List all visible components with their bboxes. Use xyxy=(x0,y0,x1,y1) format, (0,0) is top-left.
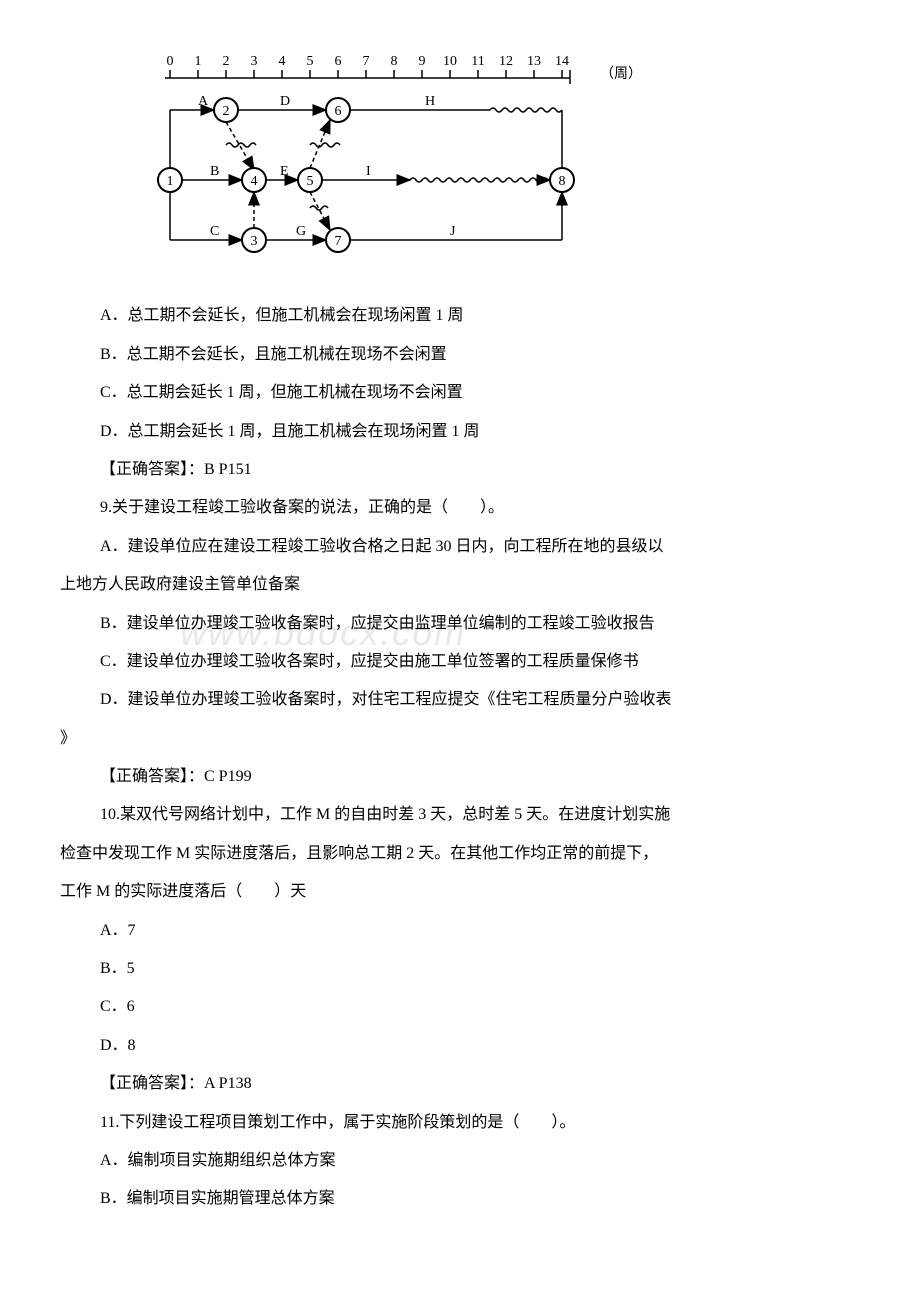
svg-text:3: 3 xyxy=(251,234,258,249)
svg-text:8: 8 xyxy=(391,54,398,69)
q8-option-a: A．总工期不会延长，但施工机械会在现场闲置 1 周 xyxy=(100,301,860,331)
svg-text:2: 2 xyxy=(223,104,230,119)
svg-text:B: B xyxy=(210,164,219,179)
svg-text:11: 11 xyxy=(471,54,484,69)
svg-text:D: D xyxy=(280,94,290,109)
svg-text:7: 7 xyxy=(335,234,342,249)
q11-question: 11.下列建设工程项目策划工作中，属于实施阶段策划的是（ ）。 xyxy=(100,1108,860,1138)
q8-answer: 【正确答案】：B P151 xyxy=(100,455,860,485)
svg-text:6: 6 xyxy=(335,104,342,119)
svg-text:1: 1 xyxy=(195,54,202,69)
q8-option-b: B．总工期不会延长，且施工机械在现场不会闲置 xyxy=(100,340,860,370)
svg-text:G: G xyxy=(296,224,306,239)
time-axis: 0 1 2 3 4 5 6 7 8 9 10 11 12 13 14 （周） xyxy=(165,54,640,84)
q8-option-d: D．总工期会延长 1 周，且施工机械会在现场闲置 1 周 xyxy=(100,417,860,447)
network-diagram-container: 0 1 2 3 4 5 6 7 8 9 10 11 12 13 14 （周） xyxy=(140,50,860,281)
svg-text:4: 4 xyxy=(251,174,258,189)
svg-text:2: 2 xyxy=(223,54,230,69)
q9-question: 9.关于建设工程竣工验收备案的说法，正确的是（ ）。 xyxy=(100,493,860,523)
q9-option-a-line2: 上地方人民政府建设主管单位备案 xyxy=(60,570,860,600)
q10-option-c: C．6 xyxy=(100,992,860,1022)
q9-option-d-line1: D．建设单位办理竣工验收备案时，对住宅工程应提交《住宅工程质量分户验收表 xyxy=(100,685,860,715)
q11-option-a: A．编制项目实施期组织总体方案 xyxy=(100,1146,860,1176)
network-diagram: 0 1 2 3 4 5 6 7 8 9 10 11 12 13 14 （周） xyxy=(140,50,640,270)
svg-text:5: 5 xyxy=(307,174,314,189)
svg-text:13: 13 xyxy=(527,54,541,69)
q10-question-line3: 工作 M 的实际进度落后（ ）天 xyxy=(60,877,860,907)
q9-option-d-line2: 》 xyxy=(60,724,860,754)
q9-option-c: C．建设单位办理竣工验收各案时，应提交由施工单位签署的工程质量保修书 xyxy=(100,647,860,677)
svg-text:7: 7 xyxy=(363,54,370,69)
svg-text:9: 9 xyxy=(419,54,426,69)
svg-text:1: 1 xyxy=(167,174,174,189)
svg-text:4: 4 xyxy=(279,54,286,69)
q11-option-b: B．编制项目实施期管理总体方案 xyxy=(100,1184,860,1214)
svg-text:3: 3 xyxy=(251,54,258,69)
svg-text:H: H xyxy=(425,94,435,109)
svg-text:（周）: （周） xyxy=(600,66,640,82)
q10-question-line1: 10.某双代号网络计划中，工作 M 的自由时差 3 天，总时差 5 天。在进度计… xyxy=(100,800,860,830)
svg-text:J: J xyxy=(450,224,456,239)
svg-text:A: A xyxy=(198,94,209,109)
q10-option-b: B．5 xyxy=(100,954,860,984)
svg-text:I: I xyxy=(366,164,371,179)
svg-text:5: 5 xyxy=(307,54,314,69)
q10-answer: 【正确答案】：A P138 xyxy=(100,1069,860,1099)
q8-option-c: C．总工期会延长 1 周，但施工机械在现场不会闲置 xyxy=(100,378,860,408)
q9-option-a-line1: A．建设单位应在建设工程竣工验收合格之日起 30 日内，向工程所在地的县级以 xyxy=(100,532,860,562)
q10-question-line2: 检查中发现工作 M 实际进度落后，且影响总工期 2 天。在其他工作均正常的前提下… xyxy=(60,839,860,869)
svg-text:10: 10 xyxy=(443,54,457,69)
q10-option-a: A．7 xyxy=(100,916,860,946)
q9-answer: 【正确答案】：C P199 xyxy=(100,762,860,792)
svg-text:14: 14 xyxy=(555,54,569,69)
q9-option-b: B．建设单位办理竣工验收备案时，应提交由监理单位编制的工程竣工验收报告 xyxy=(100,609,860,639)
q10-option-d: D．8 xyxy=(100,1031,860,1061)
svg-text:0: 0 xyxy=(167,54,174,69)
svg-text:8: 8 xyxy=(559,174,566,189)
svg-text:12: 12 xyxy=(499,54,513,69)
svg-text:C: C xyxy=(210,224,219,239)
svg-text:6: 6 xyxy=(335,54,342,69)
svg-text:E: E xyxy=(280,164,289,179)
